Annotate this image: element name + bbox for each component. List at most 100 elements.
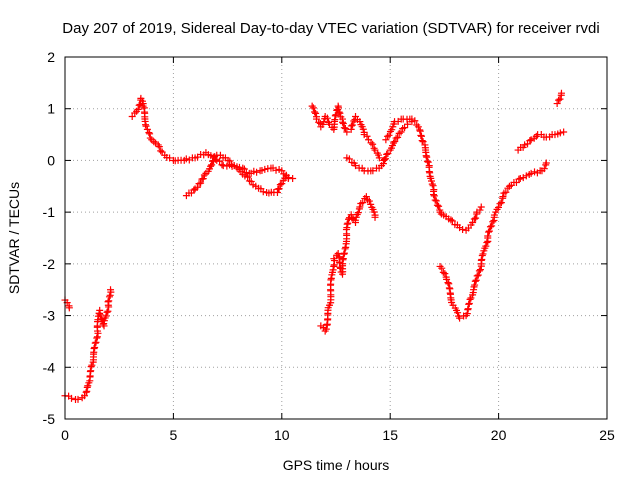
data-point <box>87 363 95 371</box>
data-point <box>84 382 92 390</box>
data-point <box>348 214 356 222</box>
data-point <box>383 132 391 140</box>
data-point <box>557 89 565 97</box>
series-arc-8 <box>317 193 379 335</box>
data-point <box>417 132 425 140</box>
data-point <box>356 203 364 211</box>
data-point <box>411 117 419 125</box>
data-point <box>96 311 104 319</box>
data-point <box>431 196 439 204</box>
data-point <box>347 122 355 130</box>
data-point <box>436 262 444 270</box>
data-point <box>370 208 378 216</box>
data-point <box>359 199 367 207</box>
series-arc-7 <box>382 115 485 234</box>
series-arc-1 <box>61 296 73 312</box>
data-point <box>96 310 104 318</box>
data-point <box>556 95 564 103</box>
y-tick-label: -5 <box>43 411 56 427</box>
data-point <box>499 193 507 201</box>
data-point <box>275 185 283 193</box>
data-point <box>276 181 284 189</box>
data-point <box>351 216 359 224</box>
data-point <box>65 304 73 312</box>
data-point <box>335 108 343 116</box>
data-point <box>323 114 331 122</box>
x-tick-label: 0 <box>61 427 69 443</box>
data-point <box>363 132 371 140</box>
data-point <box>475 267 483 275</box>
data-point <box>418 137 426 145</box>
data-point <box>103 308 111 316</box>
data-point <box>157 147 165 155</box>
data-point <box>343 220 351 228</box>
data-point <box>371 213 379 221</box>
data-point <box>556 129 564 137</box>
data-point <box>484 232 492 240</box>
data-point <box>465 299 473 307</box>
data-point <box>380 156 388 164</box>
data-point <box>365 197 373 205</box>
data-point <box>553 100 561 108</box>
data-point <box>430 191 438 199</box>
data-point <box>454 309 462 317</box>
x-tick-label: 15 <box>382 427 398 443</box>
data-point <box>82 388 90 396</box>
data-point <box>105 293 113 301</box>
data-point <box>199 175 207 183</box>
data-point <box>134 105 142 113</box>
data-point <box>470 215 478 223</box>
data-point <box>190 186 198 194</box>
data-point <box>379 160 387 168</box>
data-point <box>315 118 323 126</box>
data-point <box>105 297 113 305</box>
data-point <box>516 175 524 183</box>
data-point <box>261 165 269 173</box>
data-point <box>244 173 252 181</box>
data-point <box>104 298 112 306</box>
data-point <box>488 222 496 230</box>
data-point <box>208 161 216 169</box>
data-point <box>349 121 357 129</box>
data-point <box>401 124 409 132</box>
series-arc-9 <box>436 159 550 322</box>
series-arc-3 <box>128 94 297 197</box>
data-point <box>344 219 352 227</box>
x-tick-label: 10 <box>274 427 290 443</box>
x-axis-label: GPS time / hours <box>283 457 390 473</box>
data-point <box>354 209 362 217</box>
data-point <box>74 395 82 403</box>
data-point <box>197 179 205 187</box>
data-point <box>352 162 360 170</box>
data-point <box>139 102 147 110</box>
data-point <box>334 250 342 258</box>
data-point <box>472 214 480 222</box>
data-point <box>369 140 377 148</box>
data-point <box>482 242 490 250</box>
data-marks <box>61 89 568 403</box>
data-point <box>495 203 503 211</box>
data-point <box>331 112 339 120</box>
data-point <box>383 150 391 158</box>
data-point <box>483 239 491 247</box>
data-point <box>497 199 505 207</box>
data-point <box>308 102 316 110</box>
data-point <box>526 137 534 145</box>
data-point <box>235 163 243 171</box>
data-point <box>515 175 523 183</box>
data-point <box>330 255 338 263</box>
y-tick-label: -4 <box>43 359 56 375</box>
data-point <box>478 251 486 259</box>
data-point <box>347 211 355 219</box>
data-point <box>81 392 89 400</box>
data-point <box>432 197 440 205</box>
data-point <box>477 203 485 211</box>
data-point <box>395 129 403 137</box>
data-point <box>435 202 443 210</box>
y-tick-label: 0 <box>47 152 55 168</box>
data-point <box>339 118 347 126</box>
data-point <box>439 268 447 276</box>
data-point <box>382 136 390 144</box>
data-point <box>259 188 267 196</box>
data-point <box>312 109 320 117</box>
